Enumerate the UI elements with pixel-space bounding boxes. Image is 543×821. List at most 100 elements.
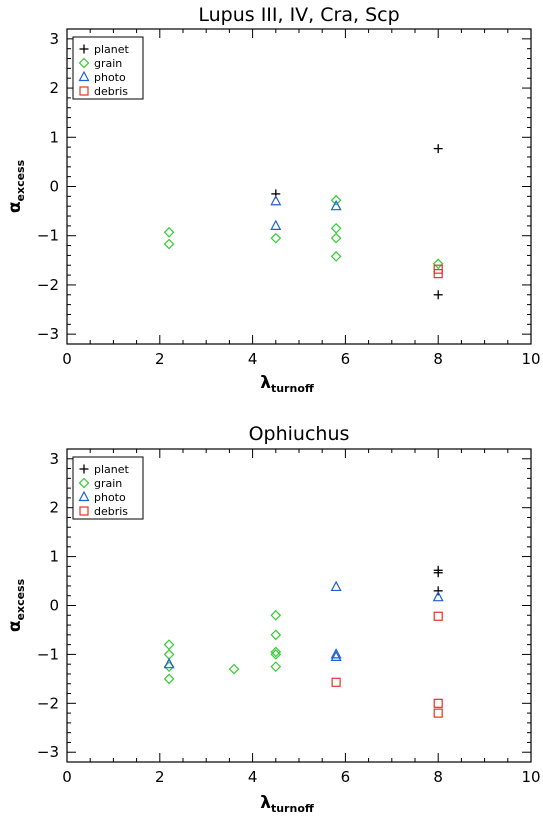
legend-marker-photo: [78, 70, 90, 82]
data-point-planet: [433, 290, 443, 300]
legend-label-debris: debris: [94, 85, 128, 98]
y-axis-label-main: α: [5, 620, 25, 632]
legend-box: [72, 36, 144, 100]
legend-marker-debris: [79, 86, 89, 96]
y-tick-label: −3: [37, 743, 59, 761]
y-axis-label: αexcess: [5, 578, 27, 632]
x-tick-label: 10: [521, 768, 540, 786]
series-debris: [433, 264, 443, 279]
legend-marker-grain: [78, 57, 90, 69]
y-tick-label: 3: [49, 450, 59, 468]
x-tick-label: 8: [433, 350, 443, 368]
legend-label-planet: planet: [94, 43, 130, 56]
data-point-grain: [330, 194, 342, 206]
legend-marker-planet: [79, 44, 89, 54]
data-point-grain: [163, 639, 175, 650]
x-axis-label: λturnoff: [260, 373, 314, 395]
data-point-debris: [433, 269, 443, 279]
data-point-grain: [163, 649, 175, 660]
x-axis-label-sub: turnoff: [271, 382, 314, 395]
y-tick-label: −2: [37, 276, 59, 294]
data-point-debris: [331, 677, 341, 687]
series-planet: [271, 144, 443, 300]
x-tick-label: 2: [155, 350, 165, 368]
y-axis-label: αexcess: [5, 159, 27, 213]
data-point-planet: [433, 568, 443, 578]
series-debris: [331, 611, 443, 718]
legend-box: [72, 456, 144, 520]
y-tick-label: 2: [49, 499, 59, 517]
data-point-debris: [433, 708, 443, 718]
legend-label-planet: planet: [94, 463, 130, 476]
y-axis-label-main: α: [5, 201, 25, 213]
data-point-grain: [330, 222, 342, 234]
series-planet: [433, 565, 443, 596]
x-tick-label: 0: [62, 768, 72, 786]
x-tick-label: 6: [341, 350, 351, 368]
y-tick-label: 1: [49, 128, 59, 146]
x-axis-label-sub: turnoff: [271, 802, 314, 815]
series-photo: [270, 194, 342, 230]
x-tick-label: 2: [155, 768, 165, 786]
data-point-photo: [330, 199, 342, 211]
data-point-grain: [432, 258, 444, 270]
x-axis-label: λturnoff: [260, 793, 314, 815]
x-tick-label: 4: [248, 350, 258, 368]
data-point-grain: [330, 232, 342, 244]
data-point-grain: [163, 673, 175, 685]
data-point-debris: [433, 698, 443, 708]
chart-title: Ophiuchus: [249, 423, 350, 445]
legend-label-debris: debris: [94, 505, 128, 518]
x-tick-label: 6: [341, 768, 351, 786]
data-point-photo: [270, 194, 282, 206]
legend-label-photo: photo: [94, 71, 126, 84]
x-tick-label: 0: [62, 350, 72, 368]
data-point-grain: [163, 238, 175, 250]
legend-marker-planet: [79, 464, 89, 474]
chart-title: Lupus III, IV, Cra, Scp: [198, 4, 399, 26]
y-tick-label: 3: [49, 30, 59, 48]
x-tick-label: 8: [433, 768, 443, 786]
data-point-planet: [433, 586, 443, 596]
x-tick-label: 10: [521, 350, 540, 368]
y-tick-label: 2: [49, 79, 59, 97]
data-point-grain: [228, 663, 240, 675]
y-axis-label-sub: excess: [14, 159, 27, 201]
legend-marker-debris: [79, 506, 89, 516]
y-tick-label: 0: [49, 597, 59, 615]
y-tick-label: 0: [49, 178, 59, 196]
y-tick-label: −2: [37, 694, 59, 712]
legend-marker-grain: [78, 477, 90, 489]
x-tick-label: 4: [248, 768, 258, 786]
data-point-grain: [270, 646, 282, 658]
data-point-photo: [163, 657, 175, 669]
data-point-photo: [270, 219, 282, 230]
y-axis-label-sub: excess: [14, 578, 27, 620]
x-axis-label-main: λ: [260, 373, 271, 393]
data-point-planet: [433, 144, 443, 154]
series-grain: [163, 194, 444, 270]
data-point-debris: [433, 611, 443, 621]
data-point-photo: [432, 590, 444, 602]
data-point-photo: [330, 648, 342, 659]
legend-label-photo: photo: [94, 491, 126, 504]
data-point-grain: [163, 661, 175, 672]
series-photo: [163, 580, 444, 669]
series-grain: [163, 609, 282, 685]
data-point-grain: [163, 226, 175, 238]
data-point-grain: [270, 649, 282, 660]
legend-label-grain: grain: [94, 477, 122, 490]
y-tick-label: −1: [37, 227, 59, 245]
legend-marker-photo: [78, 490, 90, 502]
data-point-grain: [270, 609, 282, 621]
legend-label-grain: grain: [94, 57, 122, 70]
data-point-photo: [330, 580, 342, 592]
x-axis-label-main: λ: [260, 793, 271, 813]
y-tick-label: 1: [49, 548, 59, 566]
data-point-photo: [330, 650, 342, 661]
data-point-grain: [270, 232, 282, 244]
